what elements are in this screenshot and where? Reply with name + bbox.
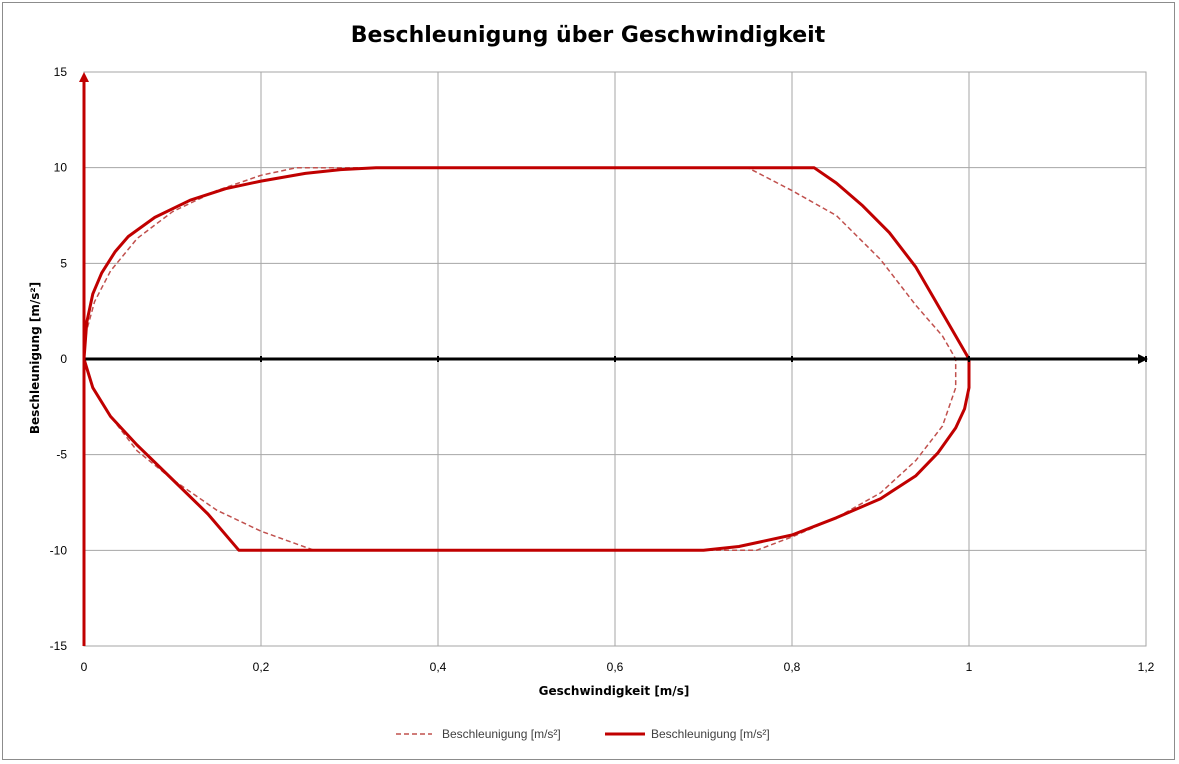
x-tick-label: 0,6 [607, 660, 624, 674]
x-axis-label: Geschwindigkeit [m/s] [539, 684, 690, 698]
x-tick-label: 1 [966, 660, 973, 674]
y-tick-label: -5 [56, 448, 67, 462]
y-tick-label: -15 [50, 639, 68, 653]
y-tick-label: -10 [50, 543, 68, 557]
x-tick-label: 0,4 [430, 660, 447, 674]
x-tick-label: 1,2 [1138, 660, 1155, 674]
y-axis-arrow [79, 72, 89, 82]
chart-title: Beschleunigung über Geschwindigkeit [351, 23, 826, 48]
x-tick-label: 0,2 [253, 660, 270, 674]
y-tick-label: 5 [60, 256, 67, 270]
axes [79, 72, 1148, 646]
y-tick-label: 0 [60, 352, 67, 366]
y-axis-label: Beschleunigung [m/s²] [28, 282, 42, 434]
series-line-solid [82, 166, 971, 552]
x-tick-label: 0,8 [784, 660, 801, 674]
series-layer [82, 166, 971, 552]
y-tick-label: 10 [54, 161, 68, 175]
legend: Beschleunigung [m/s²] Beschleunigung [m/… [396, 727, 770, 741]
tick-labels: 0 0,2 0,4 0,6 0,8 1 1,2 15 10 5 0 -5 -10 -15 [50, 65, 1155, 674]
x-tick-label: 0 [81, 660, 88, 674]
x-axis-arrow [1138, 354, 1148, 364]
legend-label-dashed: Beschleunigung [m/s²] [442, 727, 561, 741]
y-tick-label: 15 [54, 65, 68, 79]
legend-label-solid: Beschleunigung [m/s²] [651, 727, 770, 741]
